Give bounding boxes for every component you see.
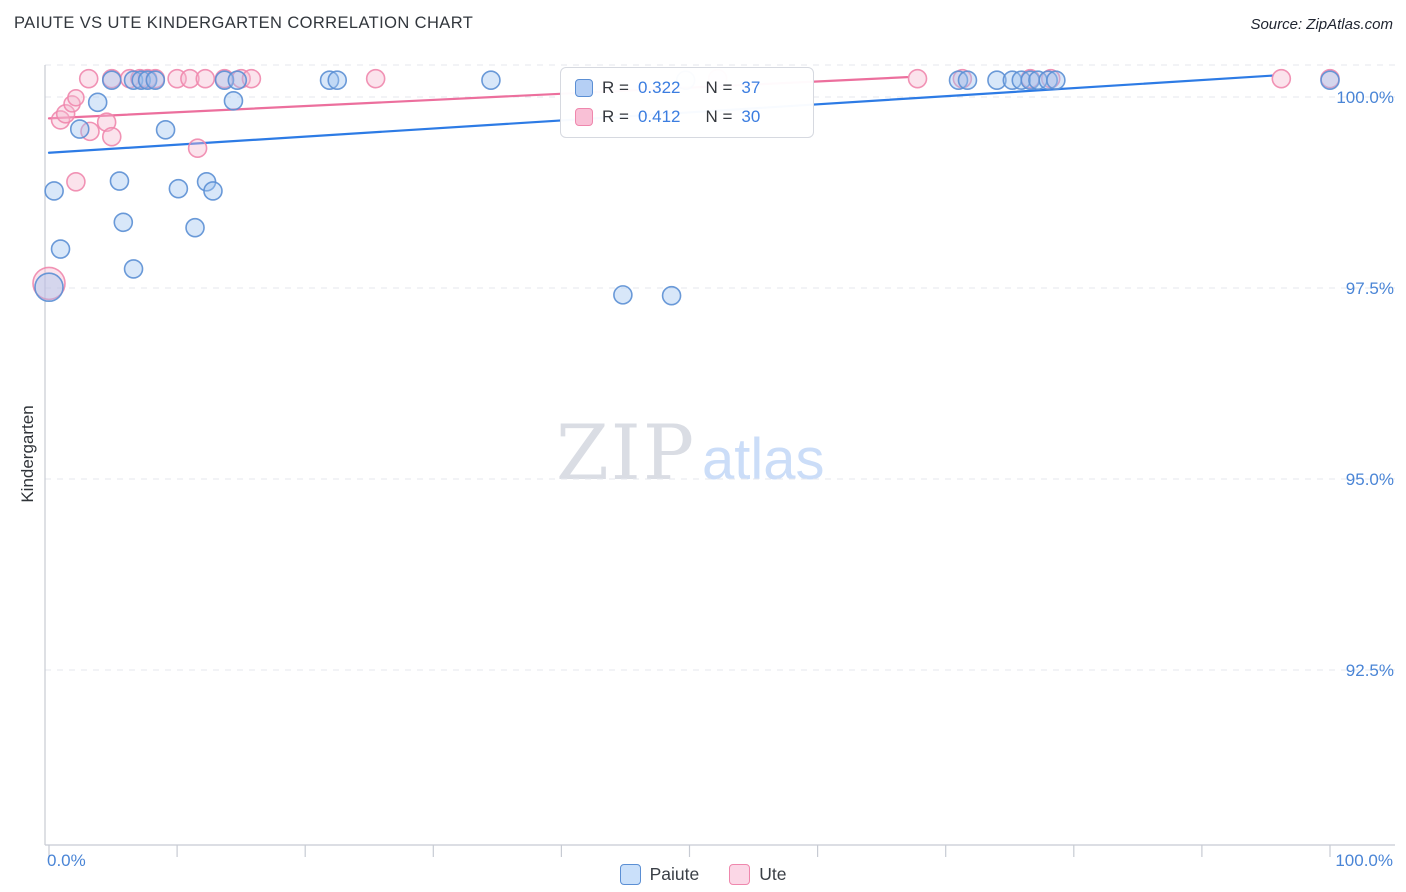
ute-n-value: 30: [741, 107, 761, 126]
scatter-point-paiute: [661, 285, 682, 306]
scatter-point-ute: [1271, 68, 1292, 89]
scatter-point-paiute: [34, 272, 64, 303]
scatter-point-ute: [66, 172, 86, 192]
paiute-r-value: 0.322: [637, 78, 681, 97]
scatter-point-paiute: [203, 181, 223, 201]
paiute-n-value: 37: [741, 78, 761, 97]
series-legend-item-paiute: Paiute: [619, 864, 700, 885]
ute-legend-swatch: [575, 108, 593, 126]
scatter-point-ute: [187, 138, 208, 158]
ute-label: Ute: [759, 864, 787, 884]
paiute-n-label: N =: [705, 78, 733, 97]
scatter-point-paiute: [101, 70, 122, 90]
scatter-point-ute: [365, 68, 386, 89]
y-axis-tick-label: 92.5%: [1346, 661, 1394, 680]
scatter-point-paiute: [185, 217, 205, 238]
paiute-legend-swatch: [575, 79, 593, 97]
y-axis-tick-labels: 100.0% 97.5% 95.0% 92.5%: [1336, 88, 1394, 680]
scatter-point-paiute: [137, 70, 158, 90]
scatter-point-paiute: [1320, 70, 1340, 90]
scatter-point-paiute: [69, 119, 90, 139]
scatter-point-ute: [78, 68, 99, 89]
scatter-point-paiute: [1046, 70, 1066, 90]
scatter-point-paiute: [145, 70, 166, 90]
scatter-point-paiute: [87, 92, 108, 113]
scatter-point-ute: [241, 68, 262, 89]
ute-n-label: N =: [705, 107, 733, 126]
scatter-point-paiute: [44, 181, 64, 201]
page-title: PAIUTE VS UTE KINDERGARTEN CORRELATION C…: [14, 14, 474, 32]
y-axis-tick-label: 100.0%: [1336, 88, 1394, 107]
paiute-r-label: R =: [602, 78, 629, 97]
ute-r-value: 0.412: [637, 107, 681, 126]
scatter-point-paiute: [957, 70, 978, 90]
scatter-point-paiute: [168, 178, 189, 199]
scatter-point-paiute: [987, 70, 1007, 90]
scatter-point-paiute: [123, 70, 144, 90]
paiute-label: Paiute: [649, 864, 700, 884]
series-legend-item-ute: Ute: [729, 864, 786, 885]
ute-swatch: [729, 864, 751, 885]
paiute-points: [34, 70, 1340, 306]
scatter-point-paiute: [481, 70, 501, 90]
correlation-legend-row-paiute: R = 0.322 N = 37: [575, 78, 799, 98]
scatter-point-ute: [195, 68, 216, 89]
correlation-legend: R = 0.322 N = 37 R = 0.412 N = 30: [560, 67, 814, 138]
ute-points: [32, 68, 1340, 301]
scatter-point-paiute: [123, 259, 144, 279]
correlation-legend-row-ute: R = 0.412 N = 30: [575, 107, 799, 127]
scatter-point-paiute: [1038, 70, 1058, 90]
scatter-point-paiute: [155, 120, 176, 140]
x-axis-label-min: 0.0%: [47, 851, 86, 870]
y-axis-tick-label: 97.5%: [1346, 279, 1394, 298]
scatter-point-paiute: [327, 70, 348, 90]
ute-r-label: R =: [602, 107, 629, 126]
scatter-point-paiute: [109, 171, 130, 191]
scatter-point-ute: [101, 126, 122, 147]
series-legend: Paiute Ute: [0, 864, 1406, 885]
paiute-swatch: [619, 864, 641, 885]
scatter-point-ute: [96, 112, 117, 133]
scatter-point-paiute: [113, 212, 134, 233]
scatter-point-ute: [180, 68, 200, 89]
gridlines: [45, 64, 1395, 671]
scatter-point-ute: [55, 104, 76, 124]
scatter-point-paiute: [50, 239, 71, 259]
scatter-point-paiute: [613, 285, 633, 305]
source-attribution: Source: ZipAtlas.com: [1250, 16, 1393, 33]
y-axis-tick-label: 95.0%: [1346, 470, 1394, 489]
scatter-point-ute: [907, 68, 928, 89]
scatter-point-paiute: [319, 70, 340, 90]
scatter-point-paiute: [223, 91, 244, 111]
scatter-point-paiute: [227, 70, 248, 90]
axes: [44, 65, 1395, 857]
scatter-point-paiute: [131, 70, 152, 90]
scatter-point-ute: [67, 88, 85, 107]
x-axis-label-max: 100.0%: [1335, 851, 1393, 870]
